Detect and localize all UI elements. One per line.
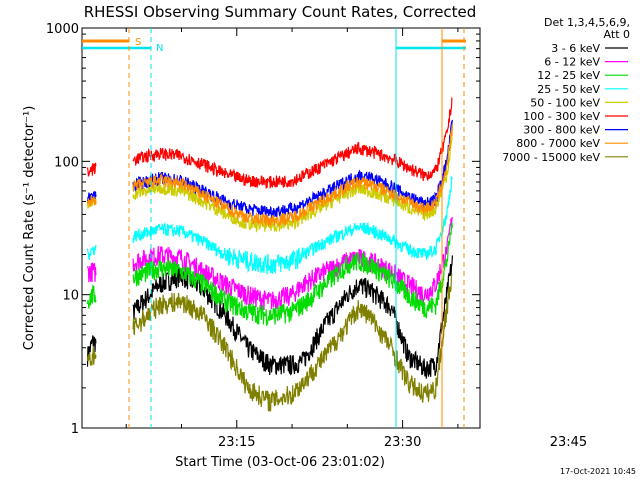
legend-entry-label: 800 - 7000 keV	[516, 137, 600, 150]
legend-entry-label: 25 - 50 keV	[537, 83, 600, 96]
n-marker-label: N	[156, 43, 163, 54]
chart-title: RHESSI Observing Summary Count Rates, Co…	[84, 3, 477, 21]
y-tick-label: 100	[54, 155, 79, 170]
s-marker-label: S	[135, 37, 141, 48]
series-line	[86, 176, 453, 275]
footer-date: 17-Oct-2021 10:45	[560, 467, 636, 476]
legend-entry-label: 6 - 12 keV	[544, 56, 600, 69]
y-tick-label: 1	[71, 422, 79, 437]
legend-entry-label: 3 - 6 keV	[551, 42, 600, 55]
legend-header: Att 0	[604, 28, 630, 41]
legend-entry-label: 7000 - 15000 keV	[502, 151, 600, 164]
y-axis-label: Corrected Count Rate (s⁻¹ detector⁻¹)	[22, 106, 37, 351]
legend-entry-label: 300 - 800 keV	[523, 124, 600, 137]
series-line	[86, 222, 453, 326]
series-line	[86, 123, 453, 227]
y-tick-label: 1000	[46, 22, 79, 37]
legend-entry-label: 50 - 100 keV	[530, 96, 600, 109]
x-tick-label: 23:15	[218, 435, 255, 450]
series-line	[86, 273, 453, 412]
series-line	[86, 216, 453, 312]
legend-header: Det 1,3,4,5,6,9,	[544, 16, 630, 29]
legend-entry-label: 12 - 25 keV	[537, 69, 600, 82]
legend-entry-label: 100 - 300 keV	[523, 110, 600, 123]
x-axis-label: Start Time (03-Oct-06 23:01:02)	[175, 455, 385, 470]
series-line	[86, 96, 453, 189]
x-tick-label: 23:30	[384, 435, 421, 450]
x-tick-label: 23:45	[550, 435, 587, 450]
plot-frame	[81, 27, 481, 429]
y-tick-label: 10	[62, 289, 79, 304]
